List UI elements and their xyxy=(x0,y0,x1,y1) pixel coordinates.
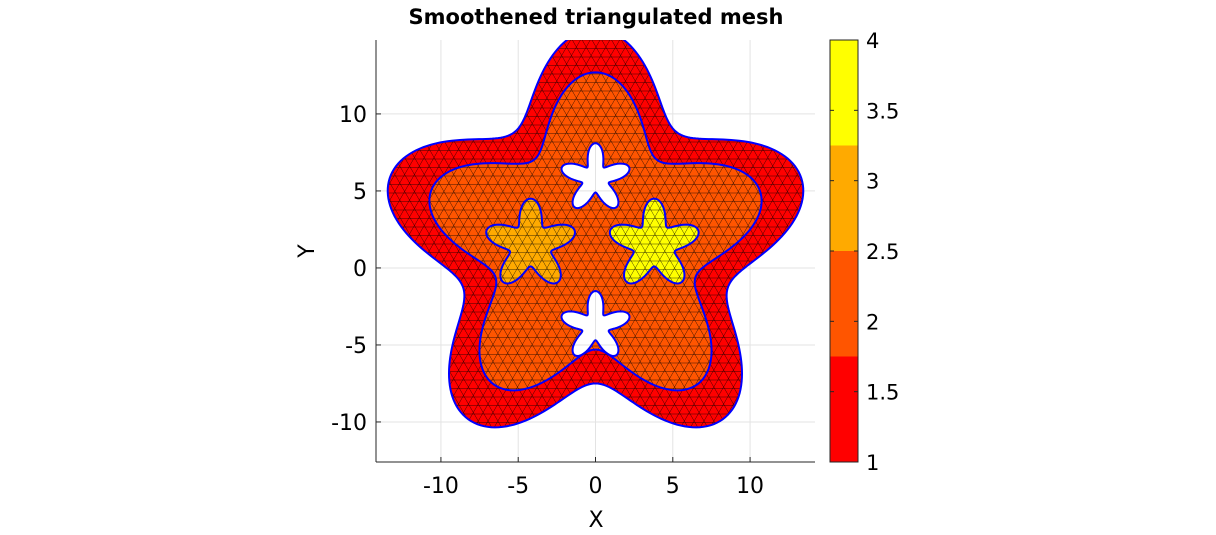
colorbar-tick-label: 1 xyxy=(866,451,879,475)
colorbar-band xyxy=(830,251,858,357)
region-4-boundary xyxy=(608,197,700,285)
hole-boundary xyxy=(560,290,631,357)
x-tick-label: -5 xyxy=(507,474,529,499)
y-tick-label: 5 xyxy=(353,180,367,205)
colorbar-tick-label: 3.5 xyxy=(866,99,899,123)
colorbar-band xyxy=(830,356,858,462)
y-tick-label: 0 xyxy=(353,257,367,282)
colorbar-tick-label: 4 xyxy=(866,29,879,53)
y-tick-label: 10 xyxy=(339,103,367,128)
x-axis-label: X xyxy=(588,508,603,533)
y-tick-label: -5 xyxy=(345,334,367,359)
y-tick-label: -10 xyxy=(331,411,367,436)
colorbar-tick-label: 2.5 xyxy=(866,240,899,264)
region-boundaries xyxy=(386,40,805,429)
y-axis-label: Y xyxy=(295,244,320,259)
x-tick-label: 10 xyxy=(736,474,764,499)
x-tick-label: -10 xyxy=(423,474,459,499)
axes: -10 -5 0 5 10 -10 -5 0 5 10 xyxy=(331,40,815,499)
hole-boundary xyxy=(560,142,631,210)
colorbar-tick-label: 2 xyxy=(866,310,879,334)
outer-boundary xyxy=(386,40,805,429)
region-3-boundary xyxy=(485,197,576,285)
x-tick-label: 0 xyxy=(589,474,603,499)
colorbar-tick-label: 3 xyxy=(866,170,879,194)
x-tick-label: 5 xyxy=(666,474,680,499)
colorbar-band xyxy=(830,40,858,146)
colorbar: 1 1.5 2 2.5 3 3.5 4 xyxy=(829,29,899,475)
colorbar-band xyxy=(830,145,858,251)
chart-title: Smoothened triangulated mesh xyxy=(409,5,784,29)
region-3-fill xyxy=(486,198,575,284)
colorbar-tick-label: 1.5 xyxy=(866,381,899,405)
inner-boundary xyxy=(428,71,763,392)
